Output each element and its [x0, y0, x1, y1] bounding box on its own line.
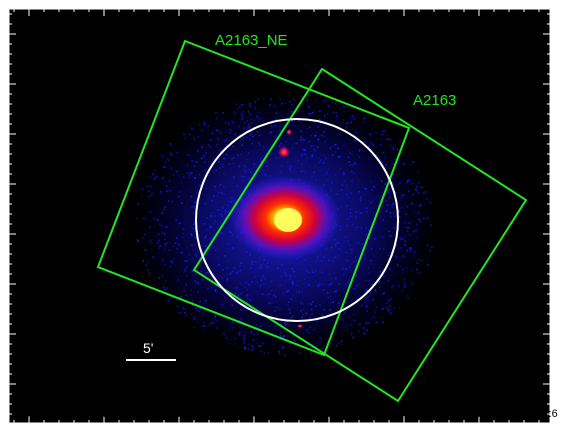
y-tick-label: -6:00:00.0: [18, 127, 68, 139]
x-tick-label: 17:00.0: [86, 408, 124, 420]
y-tick-label: 15:00.0: [18, 277, 55, 289]
x-tick-label: 30.0: [170, 408, 192, 420]
y-tick-label: 25:00.0: [18, 378, 55, 390]
x-tick-label: 14:6: [536, 408, 558, 420]
axis-ticks: [9, 9, 550, 423]
region-label-a2163: A2163: [413, 92, 457, 109]
y-tick-label: 05:00.0: [18, 177, 55, 189]
y-tick-label: -5:50:00.0: [18, 27, 68, 39]
y-tick-label: 55:00.0: [18, 77, 55, 89]
point-source: [286, 129, 292, 135]
point-source: [297, 324, 303, 328]
x-tick-label: 15:00.0: [387, 408, 425, 420]
x-tick-label: 16:16:00.0: [231, 408, 283, 420]
point-source: [278, 146, 290, 158]
region-box-a2163-ne: [96, 39, 411, 357]
scale-bar-label: 5': [143, 340, 154, 356]
region-box-a2163: [192, 67, 528, 403]
y-tick-label: 20:00.0: [18, 327, 55, 339]
region-circle: [195, 118, 399, 322]
x-tick-label: 30.0: [320, 408, 342, 420]
region-label-a2163-ne: A2163_NE: [215, 32, 288, 49]
cluster-core-bright: [274, 208, 302, 232]
y-tick-label: 10:00.0: [18, 227, 55, 239]
x-tick-label: 30.0: [18, 408, 40, 420]
x-tick-label: 30.0: [470, 408, 492, 420]
plot-frame: [8, 8, 551, 424]
